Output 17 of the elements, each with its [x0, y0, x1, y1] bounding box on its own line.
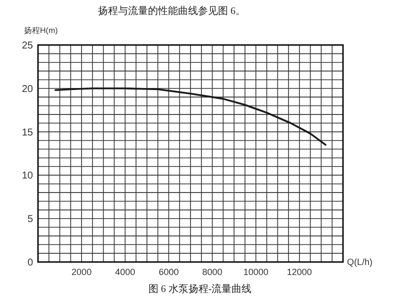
x-tick-label: 6000	[158, 267, 179, 277]
text: 扬程与流量的性能曲线参见图 6。	[98, 5, 246, 17]
y-tick-label: 20	[22, 84, 34, 95]
y-tick-label: 0	[27, 258, 34, 268]
x-tick-label: 4000	[115, 267, 136, 277]
y-tick-label: 25	[22, 40, 34, 52]
line-series	[54, 88, 326, 146]
y-tick-label: 15	[22, 127, 34, 138]
y-axis-title: 扬程H(m)	[24, 26, 58, 35]
text: 图 6 水泵扬程-流量曲线	[148, 283, 252, 295]
y-tick-label: 10	[22, 170, 34, 182]
y-tick-label: 5	[27, 214, 34, 226]
x-tick-label: 8000	[202, 267, 222, 277]
x-tick-label: 2000	[72, 267, 92, 277]
x-tick-label: 12000	[286, 267, 312, 277]
x-tick-label: 10000	[243, 267, 268, 277]
x-axis-title: Q(L/h)	[347, 257, 373, 267]
